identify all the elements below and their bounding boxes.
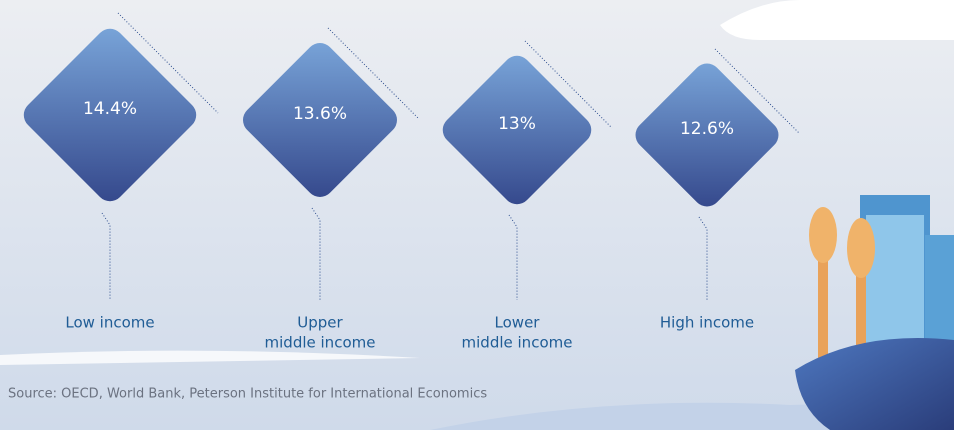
category-label: High income <box>660 314 754 332</box>
category-label: middle income <box>265 334 376 352</box>
value-label: 13% <box>498 114 536 134</box>
infographic: 14.4% Low income 13.6% Upper middle income 13… <box>0 0 954 430</box>
category-label: Upper <box>297 314 343 332</box>
category-label: Lower <box>495 314 541 332</box>
value-label: 13.6% <box>293 104 347 124</box>
category-label: middle income <box>462 334 573 352</box>
category-label: Low income <box>65 314 154 332</box>
value-label: 14.4% <box>83 99 137 119</box>
value-label: 12.6% <box>680 119 734 139</box>
source-note: Source: OECD, World Bank, Peterson Insti… <box>8 387 487 402</box>
